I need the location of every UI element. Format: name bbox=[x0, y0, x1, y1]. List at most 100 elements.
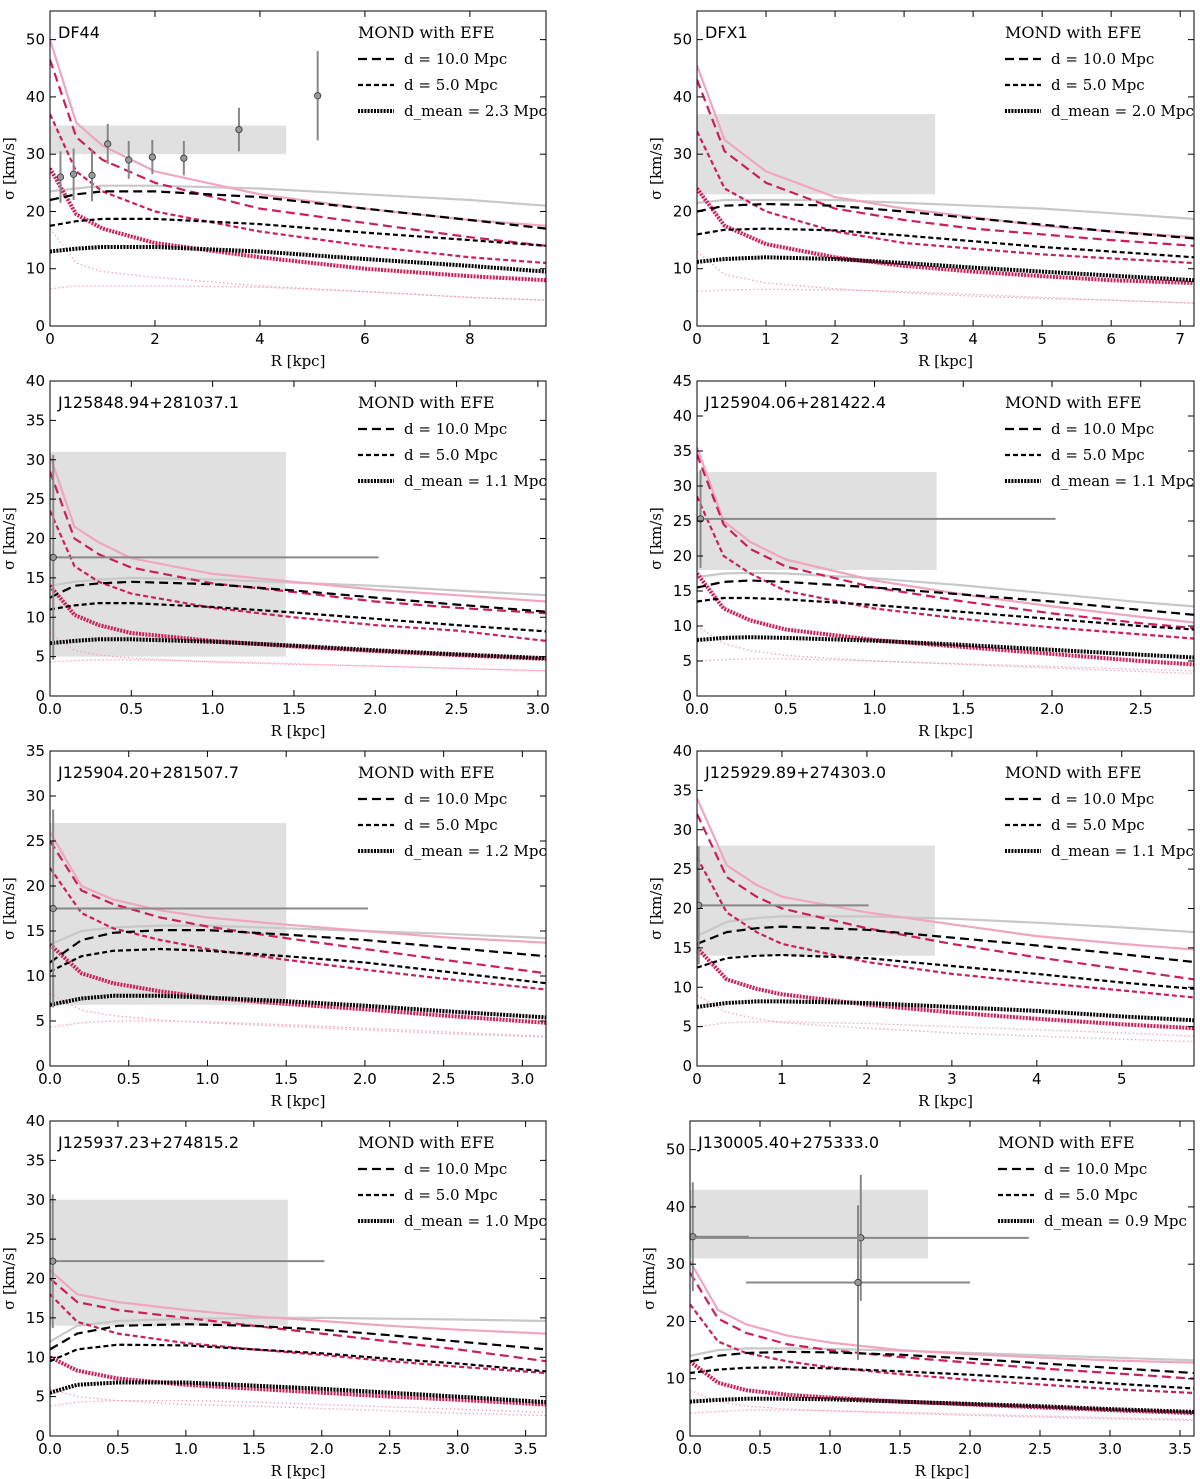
legend-title: MOND with EFE bbox=[358, 763, 495, 782]
x-tick-label: 5 bbox=[1117, 1070, 1127, 1088]
y-tick-label: 20 bbox=[666, 1312, 685, 1330]
panel-title: DFX1 bbox=[705, 23, 748, 42]
x-tick-label: 0.5 bbox=[106, 1440, 130, 1458]
data-marker bbox=[70, 170, 78, 178]
x-tick-label: 2.0 bbox=[310, 1440, 334, 1458]
x-tick-label: 0 bbox=[692, 1070, 702, 1088]
chart-panel: 0.0 0.5 1.0 1.5 2.0 2.5 3.0 0 5 10 15 20 25 30 35 40 R [… bbox=[0, 372, 550, 740]
x-tick-label: 0.0 bbox=[38, 1070, 62, 1088]
legend-dmean-label: d_mean = 1.1 Mpc bbox=[1051, 472, 1194, 490]
x-tick-label: 2.5 bbox=[432, 1070, 456, 1088]
x-tick-label: 6 bbox=[1106, 330, 1116, 348]
data-point bbox=[125, 141, 133, 179]
x-tick-label: 2.5 bbox=[1129, 700, 1153, 718]
x-tick-label: 3 bbox=[899, 330, 909, 348]
x-tick-label: 1.5 bbox=[274, 1070, 298, 1088]
legend-d10-label: d = 10.0 Mpc bbox=[404, 790, 507, 808]
y-tick-label: 10 bbox=[673, 260, 692, 278]
y-tick-label: 25 bbox=[26, 1230, 45, 1248]
x-tick-label: 1.5 bbox=[242, 1440, 266, 1458]
x-tick-label: 1.5 bbox=[282, 700, 306, 718]
legend-d10-label: d = 10.0 Mpc bbox=[404, 50, 507, 68]
black-d5-curve bbox=[50, 217, 546, 247]
x-tick-label: 1 bbox=[777, 1070, 787, 1088]
y-tick-label: 15 bbox=[673, 939, 692, 957]
axes-frame bbox=[696, 380, 1195, 697]
uncertainty-band bbox=[697, 472, 937, 570]
y-tick-label: 30 bbox=[26, 787, 45, 805]
axes-frame bbox=[696, 10, 1195, 327]
black-d5-curve bbox=[690, 1366, 1194, 1390]
x-tick-label: 0 bbox=[45, 330, 55, 348]
data-marker bbox=[50, 553, 57, 561]
gray-lower-curve bbox=[697, 1021, 1194, 1037]
y-tick-label: 15 bbox=[26, 922, 45, 940]
legend-dmean-label: d_mean = 1.2 Mpc bbox=[404, 842, 547, 860]
y-tick-label: 0 bbox=[682, 317, 692, 335]
pink-upper-curve bbox=[690, 1260, 1194, 1364]
uncertainty-band bbox=[50, 823, 287, 1005]
x-tick-label: 6 bbox=[360, 330, 370, 348]
plot-area bbox=[50, 1194, 546, 1417]
black-d5-curve bbox=[697, 953, 1194, 990]
x-tick-label: 4 bbox=[255, 330, 265, 348]
y-tick-label: 20 bbox=[26, 877, 45, 895]
data-marker bbox=[148, 153, 156, 161]
plot-area bbox=[697, 65, 1194, 304]
crimson-d10-curve bbox=[50, 1277, 546, 1363]
legend-d5-label: d = 5.0 Mpc bbox=[1044, 1186, 1138, 1204]
crimson-dmean-curve bbox=[50, 1355, 546, 1407]
gray-lower-curve bbox=[697, 288, 1194, 304]
y-axis-label: σ [km/s] bbox=[0, 507, 18, 570]
panel-title: J125904.20+281507.7 bbox=[57, 763, 239, 782]
x-tick-label: 3.5 bbox=[1168, 1440, 1192, 1458]
black-dmean-curve bbox=[50, 637, 546, 661]
y-tick-label: 45 bbox=[673, 372, 692, 390]
data-marker bbox=[235, 125, 243, 134]
x-axis-label: R [kpc] bbox=[271, 722, 326, 740]
y-axis-label: σ [km/s] bbox=[647, 507, 665, 570]
legend-dmean-label: d_mean = 2.0 Mpc bbox=[1051, 102, 1194, 120]
y-tick-label: 0 bbox=[682, 1057, 692, 1075]
y-tick-label: 30 bbox=[673, 145, 692, 163]
legend-dmean-label: d_mean = 1.0 Mpc bbox=[404, 1212, 547, 1230]
chart-panel: 0.0 0.5 1.0 1.5 2.0 2.5 0 5 10 15 20 25 30 35 40 45 R [k… bbox=[647, 372, 1195, 740]
y-axis-label: σ [km/s] bbox=[647, 877, 665, 940]
data-point bbox=[180, 141, 188, 176]
y-tick-label: 0 bbox=[35, 1427, 45, 1445]
pink-upper-curve bbox=[50, 1269, 546, 1335]
chart-panel: 0.0 0.5 1.0 1.5 2.0 2.5 3.0 3.5 0 5 10 15 20 25 30 35 40… bbox=[0, 1112, 547, 1479]
black-dmean-curve bbox=[697, 999, 1194, 1023]
legend-d10-label: d = 10.0 Mpc bbox=[1044, 1160, 1147, 1178]
y-tick-label: 0 bbox=[35, 317, 45, 335]
legend-d5-label: d = 5.0 Mpc bbox=[1051, 446, 1145, 464]
x-tick-label: 0.5 bbox=[774, 700, 798, 718]
x-axis-label: R [kpc] bbox=[915, 1462, 970, 1479]
axes-frame bbox=[49, 10, 547, 327]
data-point bbox=[148, 139, 156, 175]
x-tick-label: 2 bbox=[862, 1070, 872, 1088]
y-tick-label: 25 bbox=[673, 860, 692, 878]
y-tick-label: 10 bbox=[673, 978, 692, 996]
y-tick-label: 15 bbox=[26, 1309, 45, 1327]
x-tick-label: 0.5 bbox=[119, 700, 143, 718]
black-dmean-curve bbox=[50, 993, 546, 1020]
legend: MOND with EFE d = 10.0 Mpc d = 5.0 Mpc d_me… bbox=[1005, 763, 1194, 860]
data-point bbox=[50, 809, 369, 1008]
x-tick-label: 1.0 bbox=[174, 1440, 198, 1458]
legend-d5-label: d = 5.0 Mpc bbox=[1051, 816, 1145, 834]
data-marker bbox=[56, 173, 65, 181]
legend-d10-label: d = 10.0 Mpc bbox=[404, 420, 507, 438]
pink-lower-curve bbox=[697, 625, 1194, 675]
x-tick-label: 1.0 bbox=[863, 700, 887, 718]
y-tick-label: 40 bbox=[26, 372, 45, 390]
legend-dmean-label: d_mean = 2.3 Mpc bbox=[404, 102, 547, 120]
plot-area bbox=[697, 447, 1194, 675]
y-axis-label: σ [km/s] bbox=[0, 137, 18, 200]
data-point bbox=[104, 123, 112, 164]
crimson-d5-curve bbox=[50, 113, 546, 265]
data-marker bbox=[50, 1257, 57, 1265]
gray-upper-curve bbox=[690, 1347, 1194, 1362]
gray-upper-curve bbox=[697, 915, 1194, 938]
